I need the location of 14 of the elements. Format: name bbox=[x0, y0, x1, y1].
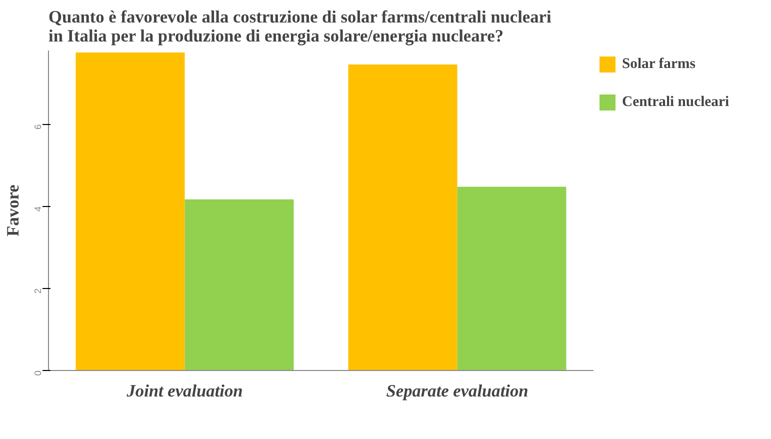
x-tick-label: Joint evaluation bbox=[126, 382, 243, 400]
x-tick-label: Separate evaluation bbox=[386, 382, 528, 400]
bar bbox=[76, 52, 185, 370]
bar bbox=[348, 64, 458, 370]
legend-label: Solar farms bbox=[622, 56, 696, 72]
y-axis-title: Favore bbox=[4, 184, 22, 236]
chart-title: Quanto è favorevole alla costruzione di solar farms/centrali nucleari in Italia per la produzione di energia solare/energia nucleare? bbox=[48, 8, 552, 46]
y-tick-label: 0 bbox=[33, 370, 43, 376]
legend-label: Centrali nucleari bbox=[622, 94, 730, 110]
bar bbox=[184, 199, 294, 370]
bar bbox=[457, 186, 566, 370]
y-tick-label: 2 bbox=[33, 288, 43, 294]
y-tick-label: 6 bbox=[33, 124, 43, 130]
y-tick-label: 4 bbox=[33, 206, 43, 212]
